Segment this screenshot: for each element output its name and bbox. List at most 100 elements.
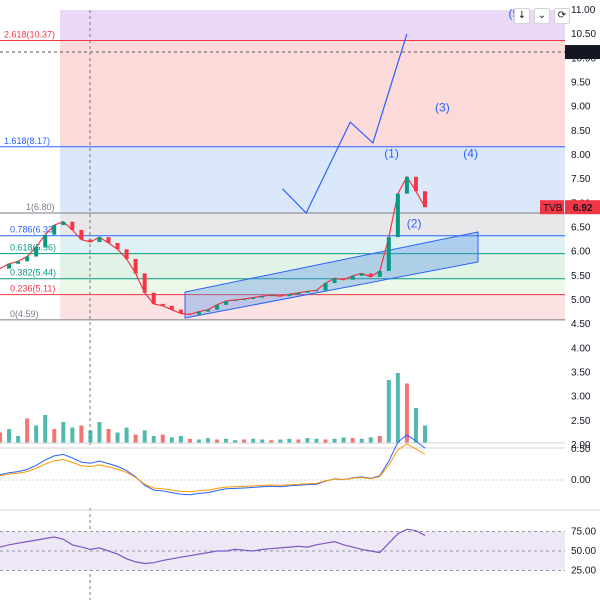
candle [224, 300, 229, 305]
fib-label: 1.618(8.17) [4, 136, 50, 146]
volume-bar [269, 440, 274, 443]
candle [287, 294, 292, 297]
fib-label: 0.382(5.44) [10, 268, 56, 278]
volume-bar [296, 439, 301, 443]
macd-bg [0, 448, 600, 505]
wave-label: (2) [407, 217, 422, 231]
volume-bar [0, 432, 2, 443]
price-tick: 9.50 [571, 78, 591, 89]
chevron-down-icon[interactable]: ⌄ [534, 8, 550, 24]
rsi-line [0, 528, 426, 565]
download-icon[interactable]: ↓ [514, 8, 530, 24]
volume-bar [332, 438, 337, 443]
candle [205, 309, 210, 312]
fib-label: 2.618(10.37) [4, 29, 55, 39]
price-tick: 3.50 [571, 368, 591, 379]
price-tick: 4.00 [571, 343, 591, 354]
candle [187, 313, 192, 315]
candle [278, 295, 283, 297]
wave-label: (4) [463, 146, 478, 160]
price-tick: 5.00 [571, 295, 591, 306]
fib-zone [60, 213, 565, 236]
volume-bar [88, 430, 93, 443]
price-tick: 4.50 [571, 319, 591, 330]
volume-bar [70, 427, 75, 443]
price-tick: 11.00 [571, 5, 596, 16]
candle [242, 299, 247, 301]
volume-bar [359, 438, 364, 443]
macd-tick: 0.00 [571, 475, 591, 486]
volume-bar [160, 434, 165, 443]
fib-zone [60, 294, 565, 320]
price-tick: 9.00 [571, 102, 591, 113]
volume-bar [314, 438, 319, 443]
candle [305, 291, 310, 293]
price-tick: 2.00 [571, 440, 591, 451]
candle [52, 225, 57, 235]
candle [7, 263, 12, 269]
volume-bar [386, 380, 391, 443]
candle [151, 292, 156, 304]
candle [386, 237, 391, 271]
volume-bar [350, 438, 355, 443]
volume-bar [224, 438, 229, 443]
fib-label: 0.786(6.33) [10, 225, 56, 235]
last-price-badge [565, 200, 600, 215]
wave-label: (1) [384, 146, 399, 160]
signal-line [0, 443, 426, 493]
fib-zone [60, 235, 565, 254]
fib-zone [60, 278, 565, 295]
candle [260, 296, 265, 298]
volume-bar [251, 438, 256, 443]
volume-bar [341, 437, 346, 443]
volume-bar [404, 383, 409, 443]
candle [124, 249, 129, 259]
candle [43, 234, 48, 247]
candle [323, 283, 328, 291]
candle [88, 239, 93, 242]
candle [251, 297, 256, 300]
volume-bar [278, 439, 283, 443]
volume-bar [124, 427, 129, 443]
price-tick: 5.50 [571, 271, 591, 282]
candle [314, 290, 319, 292]
volume-bar [61, 422, 66, 443]
candle [404, 176, 409, 194]
rsi-tick: 25.00 [571, 566, 596, 577]
candle [332, 278, 337, 284]
volume-bar [133, 434, 138, 443]
fib-zone [60, 10, 565, 41]
candle [106, 237, 111, 243]
refresh-icon[interactable]: ⟳ [554, 8, 570, 24]
elliott-projection [282, 34, 408, 215]
candle [115, 242, 120, 250]
candle [16, 261, 21, 264]
candle [423, 191, 427, 208]
wave-label: (3) [435, 101, 450, 115]
candle [269, 295, 274, 297]
volume-bar [242, 439, 247, 443]
price-tick: 6.50 [571, 223, 591, 234]
candle [215, 304, 220, 310]
candle [178, 309, 183, 314]
volume-bar [79, 425, 84, 443]
volume-bar [25, 418, 30, 443]
candle [395, 193, 400, 238]
candle [350, 275, 355, 280]
volume-bar [413, 408, 418, 443]
rsi-tick: 75.00 [571, 527, 596, 538]
price-tick: 3.00 [571, 392, 591, 403]
rsi-pane: 75.00 50.00 25.00 [0, 509, 600, 577]
candle [97, 237, 102, 242]
fib-zone [60, 40, 565, 147]
volume-bar [260, 439, 265, 443]
last-price-value: 6.92 [573, 203, 593, 214]
fib-label: 0.618(5.96) [10, 243, 56, 253]
crosshair-value: 10.13 [570, 48, 595, 59]
main-pane: 2.618(10.37) 1.618(8.17) 1(6.80) 0.786(6.33… [0, 6, 565, 600]
candle [341, 278, 346, 280]
macd-tick: 0.50 [571, 444, 591, 455]
volume-bar [34, 425, 39, 443]
candle [196, 311, 201, 315]
